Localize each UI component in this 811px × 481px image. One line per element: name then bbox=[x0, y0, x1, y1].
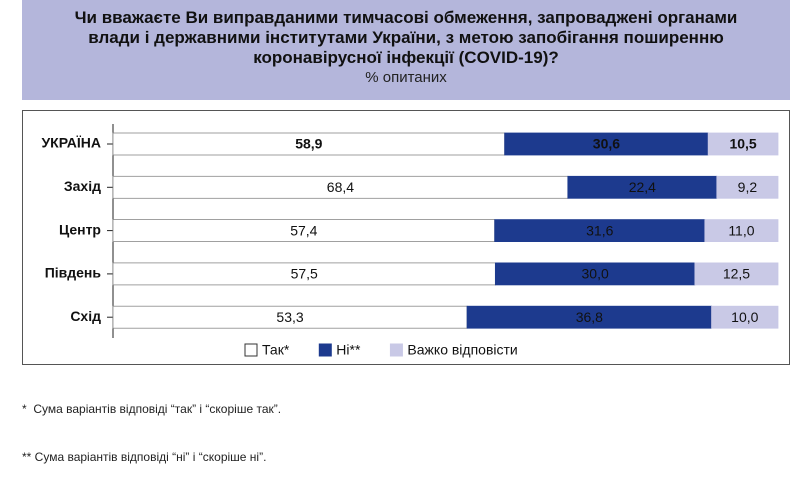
footnote: * Сума варіантів відповіді “так” і “скор… bbox=[22, 402, 282, 416]
category-label: УКРАЇНА bbox=[41, 135, 101, 151]
chart-subtitle: % опитаних bbox=[365, 69, 447, 86]
value-label: 10,0 bbox=[731, 309, 758, 325]
value-label: 68,4 bbox=[327, 179, 354, 195]
value-label: 36,8 bbox=[576, 309, 603, 325]
chart-frame bbox=[22, 110, 790, 365]
category-label: Схід bbox=[70, 308, 101, 324]
value-label: 31,6 bbox=[586, 222, 613, 238]
footnote: ** Сума варіантів відповіді “ні” і “скор… bbox=[22, 450, 267, 464]
footnotes: * Сума варіантів відповіді “так” і “скор… bbox=[22, 369, 281, 481]
value-label: 12,5 bbox=[723, 266, 750, 282]
value-label: 58,9 bbox=[295, 136, 322, 152]
bar-segment bbox=[707, 132, 779, 156]
value-label: 11,0 bbox=[728, 222, 754, 238]
value-label: 10,5 bbox=[729, 136, 756, 152]
bar-segment bbox=[694, 262, 779, 286]
legend-label: Так* bbox=[262, 342, 290, 358]
value-label: 57,4 bbox=[290, 222, 317, 238]
header: Чи вважаєте Ви виправданими тимчасові об… bbox=[22, 0, 790, 100]
category-label: Захід bbox=[64, 178, 101, 194]
bar-segment bbox=[711, 305, 779, 329]
bar-segment bbox=[716, 175, 779, 199]
value-label: 30,0 bbox=[582, 266, 609, 282]
value-label: 22,4 bbox=[629, 179, 656, 195]
chart-title: Чи вважаєте Ви виправданими тимчасові об… bbox=[74, 8, 738, 67]
legend-label: Важко відповісти bbox=[407, 342, 517, 358]
chart: УКРАЇНА 58,9 30,6 10,5 Захід 68,4 22,4 9,2 Центр… bbox=[22, 110, 790, 365]
category-label: Центр bbox=[59, 221, 101, 237]
value-label: 57,5 bbox=[291, 266, 318, 282]
legend-swatch bbox=[389, 343, 403, 357]
legend-swatch bbox=[244, 343, 258, 357]
bar-segment bbox=[704, 219, 779, 243]
category-label: Південь bbox=[45, 265, 102, 281]
value-label: 9,2 bbox=[738, 179, 758, 195]
value-label: 53,3 bbox=[276, 309, 303, 325]
page: Чи вважаєте Ви виправданими тимчасові об… bbox=[22, 0, 790, 464]
legend-swatch bbox=[318, 343, 332, 357]
value-label: 30,6 bbox=[593, 136, 620, 152]
legend-label: Ні** bbox=[336, 342, 361, 358]
